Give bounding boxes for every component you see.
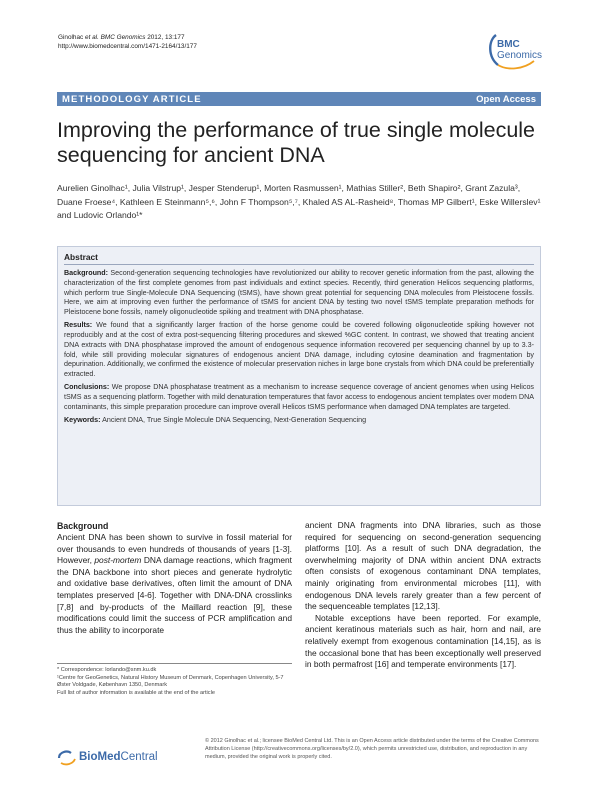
logo-brand: BMC: [497, 39, 520, 50]
section-heading-background: Background: [57, 521, 109, 531]
citation-volume: 2012, 13:177: [147, 34, 185, 41]
body-column-right: ancient DNA fragments into DNA libraries…: [305, 520, 541, 671]
results-text: We found that a significantly larger fra…: [64, 321, 534, 378]
biomed-central-logo: BioMedCentral: [57, 749, 187, 767]
abstract-body: Background: Second-generation sequencing…: [64, 269, 534, 429]
body-italic-term: post-mortem: [94, 555, 142, 566]
article-type: METHODOLOGY ARTICLE: [62, 94, 202, 105]
body-text: Ancient DNA has been shown to survive in…: [57, 532, 292, 566]
abstract-background: Background: Second-generation sequencing…: [64, 269, 534, 318]
conclusions-label: Conclusions:: [64, 383, 110, 392]
keywords-text: Ancient DNA, True Single Molecule DNA Se…: [102, 416, 367, 424]
background-label: Background:: [64, 269, 109, 277]
wordmark-biomed: BioMed: [79, 751, 121, 763]
results-label: Results:: [64, 321, 93, 330]
article-url[interactable]: http://www.biomedcentral.com/1471-2164/1…: [58, 43, 197, 50]
footnotes: * Correspondence: lorlando@snm.ku.dk ¹Ce…: [57, 663, 292, 697]
citation-journal: BMC Genomics: [100, 34, 146, 41]
correspondence-note[interactable]: * Correspondence: lorlando@snm.ku.dk: [57, 667, 157, 673]
wordmark-central: Central: [120, 751, 158, 763]
bmc-swoosh-icon: [489, 34, 535, 70]
citation-etal: et al.: [85, 34, 99, 41]
license-statement: © 2012 Ginolhac et al.; licensee BioMed …: [205, 738, 539, 760]
body-column-left: Background Ancient DNA has been shown to…: [57, 520, 292, 636]
author-info-note: Full list of author information is avail…: [57, 689, 215, 696]
author-list: Aurelien Ginolhac¹, Julia Vilstrup¹, Jes…: [57, 183, 541, 220]
abstract-conclusions: Conclusions: We propose DNA phosphatase …: [64, 383, 534, 412]
citation-line: Ginolhac et al. BMC Genomics 2012, 13:17…: [58, 33, 197, 42]
body-paragraph: Notable exceptions have been reported. F…: [305, 612, 541, 670]
citation-header: Ginolhac et al. BMC Genomics 2012, 13:17…: [58, 33, 197, 51]
bmc-genomics-logo: BMC Genomics: [484, 31, 544, 73]
citation-authors: Ginolhac: [58, 34, 84, 41]
conclusions-text: We propose DNA phosphatase treatment as …: [64, 383, 535, 411]
article-title: Improving the performance of true single…: [57, 118, 536, 167]
body-text: DNA damage reactions, which fragment the…: [57, 555, 292, 635]
affiliation-note: ¹Centre for GeoGenetics, Natural History…: [57, 674, 284, 689]
biomed-central-icon: [57, 750, 76, 766]
logo-journal: Genomics: [497, 50, 543, 61]
abstract-box: Abstract Background: Second-generation s…: [57, 246, 541, 506]
abstract-keywords: Keywords: Ancient DNA, True Single Molec…: [64, 416, 534, 426]
body-paragraph: Ancient DNA has been shown to survive in…: [57, 532, 292, 636]
open-access-badge: Open Access: [476, 94, 536, 105]
article-type-banner: METHODOLOGY ARTICLE Open Access: [57, 92, 541, 106]
abstract-heading: Abstract: [64, 252, 98, 262]
body-paragraph: ancient DNA fragments into DNA libraries…: [305, 520, 541, 612]
background-text: Second-generation sequencing technologie…: [64, 269, 534, 316]
keywords-label: Keywords:: [64, 416, 101, 424]
abstract-results: Results: We found that a significantly l…: [64, 321, 534, 380]
abstract-divider: [64, 264, 534, 265]
biomed-central-wordmark: BioMedCentral: [79, 751, 158, 763]
